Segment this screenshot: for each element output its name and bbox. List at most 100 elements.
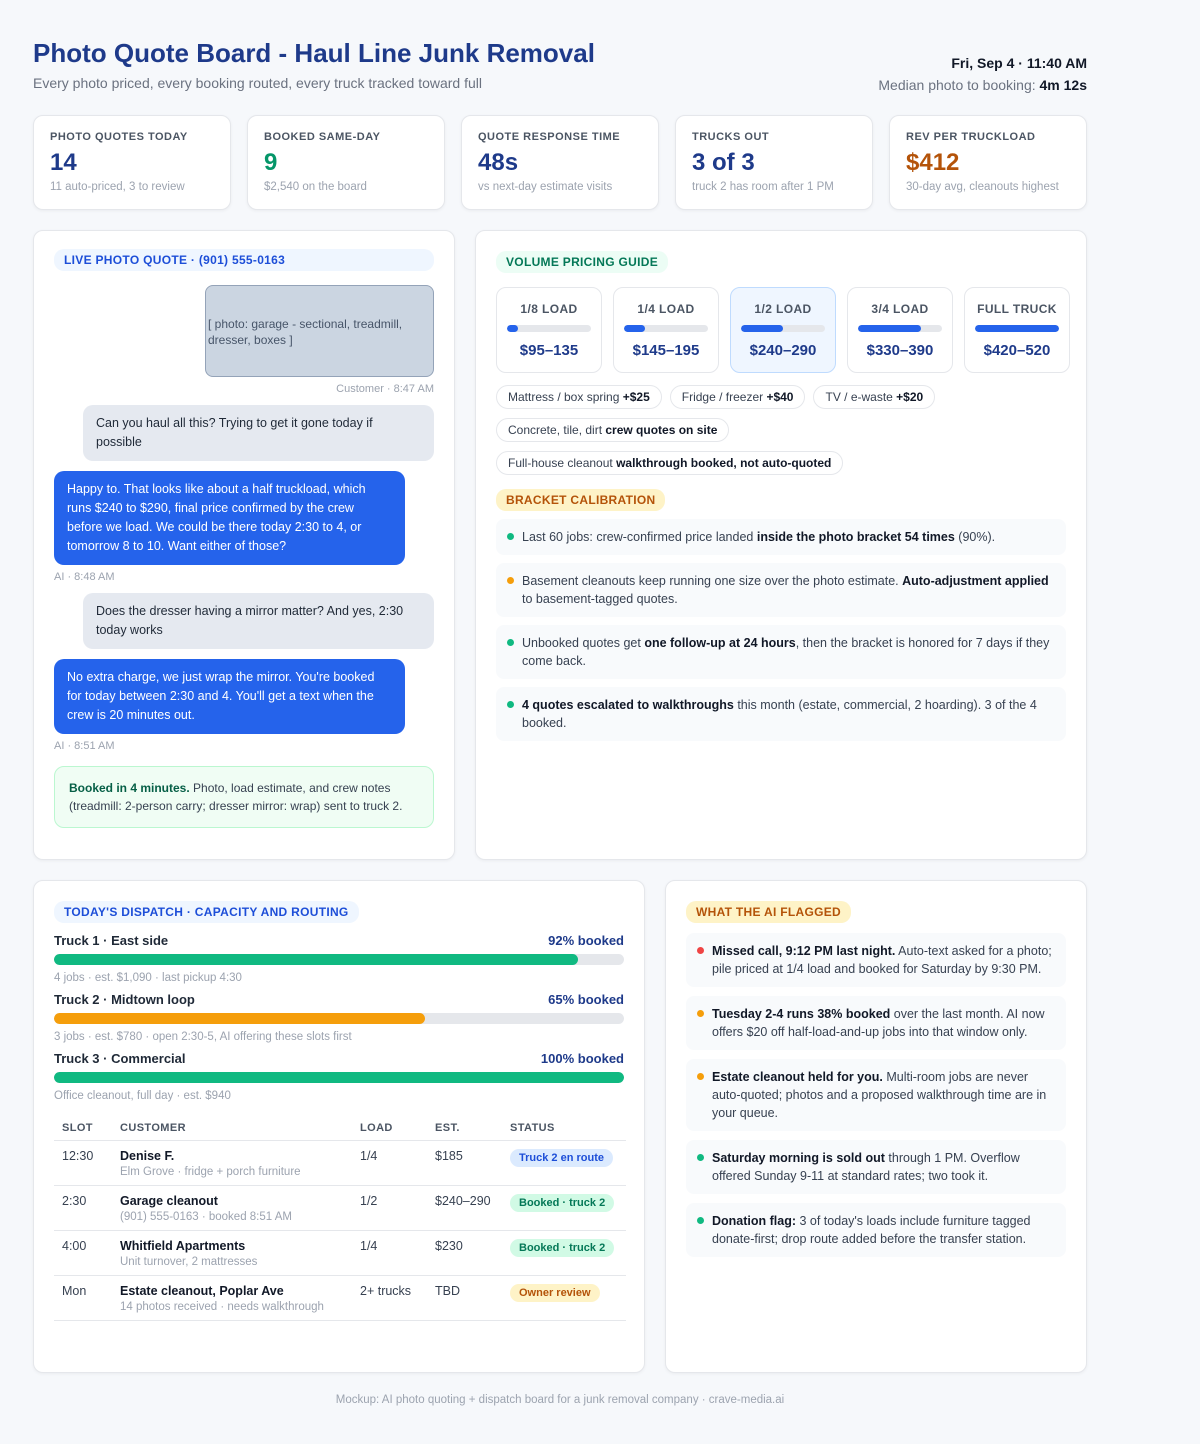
message-meta: AI · 8:51 AM — [54, 740, 115, 752]
table-header: SLOT CUSTOMER LOAD EST. STATUS — [54, 1116, 626, 1141]
chat-tag: LIVE PHOTO QUOTE · (901) 555-0163 — [54, 249, 434, 271]
flag-item: Tuesday 2-4 runs 38% booked over the las… — [686, 996, 1066, 1050]
load-price: $145–195 — [632, 342, 700, 359]
estimate-cell: TBD — [427, 1275, 502, 1321]
bold-text: one follow-up at 24 hours — [644, 636, 796, 650]
customer-cell: Garage cleanout (901) 555-0163 · booked 8… — [112, 1185, 352, 1231]
status-dot — [697, 947, 704, 954]
text: 3 of today's loads include furniture tag… — [712, 1214, 1031, 1246]
load-price: $420–520 — [983, 342, 1051, 359]
table-row: Mon Estate cleanout, Poplar Ave 14 photos … — [54, 1275, 626, 1321]
text: Mattress / box spring — [508, 390, 623, 404]
bold-text: Donation flag: — [712, 1214, 797, 1228]
pricing-panel: VOLUME PRICING GUIDE 1/8 LOAD $95–135 1/4 … — [475, 230, 1087, 860]
ai-message: Happy to. That looks like about a half t… — [54, 471, 405, 565]
customer-message: Does the dresser having a mirror matter?… — [83, 593, 434, 649]
load-label: FULL TRUCK — [977, 302, 1057, 316]
bold-text: Estate cleanout held for you. — [712, 1070, 883, 1084]
truck-head: Truck 1 · East side 92% booked — [54, 933, 624, 948]
text: Photo, load estimate, and crew notes (tr… — [69, 781, 403, 813]
bold-text: +$40 — [766, 390, 794, 404]
text: (90%). — [954, 530, 996, 544]
bold-text: Booked in 4 minutes. — [69, 781, 190, 795]
bold-text: crew quotes on site — [605, 423, 718, 437]
customer-name: Garage cleanout — [120, 1194, 218, 1208]
calibration-item: Unbooked quotes get one follow-up at 24 … — [496, 625, 1066, 679]
kpi-note: vs next-day estimate visits — [478, 181, 613, 193]
load-label: 3/4 LOAD — [871, 302, 929, 316]
kpi-label: REV PER TRUCKLOAD — [906, 131, 1036, 143]
datetime: Fri, Sep 4 · 11:40 AM — [951, 55, 1087, 71]
chat-panel: LIVE PHOTO QUOTE · (901) 555-0163 [ phot… — [33, 230, 455, 860]
kpi-card: REV PER TRUCKLOAD $412 30-day avg, cleanou… — [889, 115, 1087, 210]
page-subtitle: Every photo priced, every booking routed… — [33, 75, 482, 91]
kpi-note: $2,540 on the board — [264, 181, 367, 193]
customer-name: Estate cleanout, Poplar Ave — [120, 1284, 284, 1298]
kpi-label: QUOTE RESPONSE TIME — [478, 131, 621, 143]
footer: Mockup: AI photo quoting + dispatch boar… — [335, 1394, 785, 1406]
load-fill — [858, 325, 921, 332]
customer-detail: Unit turnover, 2 mattresses — [120, 1256, 258, 1268]
load-card: 1/2 LOAD $240–290 — [730, 287, 836, 373]
bold-text: Missed call, 9:12 PM last night. — [712, 944, 896, 958]
customer-cell: Whitfield Apartments Unit turnover, 2 mat… — [112, 1230, 352, 1276]
text: Unbooked quotes get — [522, 636, 645, 650]
dispatch-table: SLOT CUSTOMER LOAD EST. STATUS 12:30 Denise F.… — [54, 1116, 626, 1321]
message-meta: Customer · 8:47 AM — [336, 383, 434, 395]
table-row: 12:30 Denise F. Elm Grove · fridge + porch… — [54, 1140, 626, 1186]
page-title: Photo Quote Board - Haul Line Junk Remov… — [33, 38, 595, 68]
flags-panel: WHAT THE AI FLAGGED Missed call, 9:12 PM… — [665, 880, 1087, 1373]
status-cell: Truck 2 en route — [502, 1140, 626, 1186]
load-price: $330–390 — [866, 342, 934, 359]
status-cell: Booked · truck 2 — [502, 1185, 626, 1231]
text: Full-house cleanout — [508, 456, 617, 470]
status-dot — [697, 1073, 704, 1080]
status-dot — [507, 701, 514, 708]
column-header: SLOT — [54, 1116, 112, 1141]
text: , then the bracket is honored for 7 days… — [522, 636, 1050, 668]
text: Concrete, tile, dirt — [508, 423, 606, 437]
load-cell: 1/4 — [352, 1230, 427, 1276]
load-price: $95–135 — [519, 342, 579, 359]
status-pill: Owner review — [510, 1284, 600, 1302]
column-header: LOAD — [352, 1116, 427, 1141]
status-cell: Owner review — [502, 1275, 626, 1321]
kpi-card: BOOKED SAME-DAY 9 $2,540 on the board — [247, 115, 445, 210]
pricing-tag: VOLUME PRICING GUIDE — [496, 251, 669, 273]
truck-bar — [54, 954, 624, 965]
load-card: 3/4 LOAD $330–390 — [847, 287, 953, 373]
load-fill — [975, 325, 1059, 332]
text: over the last month. AI now offers $20 o… — [712, 1007, 1045, 1039]
bold-text: Tuesday 2-4 runs 38% booked — [712, 1007, 891, 1021]
ai-message: No extra charge, we just wrap the mirror… — [54, 659, 405, 734]
text: Basement cleanouts keep running one size… — [522, 574, 903, 588]
table-row: 4:00 Whitfield Apartments Unit turnover, 2… — [54, 1230, 626, 1276]
kpi-value: $412 — [906, 149, 960, 176]
slot-cell: 2:30 — [54, 1185, 112, 1231]
estimate-cell: $185 — [427, 1140, 502, 1186]
kpi-value: 48s — [478, 149, 519, 176]
status-dot — [507, 533, 514, 540]
photo-placeholder: [ photo: garage - sectional, treadmill, … — [205, 285, 434, 377]
load-cell: 2+ trucks — [352, 1275, 427, 1321]
truck-name: Truck 1 · East side — [54, 933, 169, 948]
truck: Truck 3 · Commercial 100% booked Office cl… — [54, 1051, 624, 1102]
status-dot — [697, 1217, 704, 1224]
addon-list: Mattress / box spring +$25 Fridge / freez… — [496, 385, 1076, 475]
flags-tag: WHAT THE AI FLAGGED — [686, 901, 852, 923]
bold-text: 4 quotes escalated to walkthroughs — [522, 698, 734, 712]
kpi-label: BOOKED SAME-DAY — [264, 131, 381, 143]
kpi-card: QUOTE RESPONSE TIME 48s vs next-day estima… — [461, 115, 659, 210]
truck-booked: 100% booked — [540, 1051, 624, 1066]
text: Auto-text asked for a photo; pile priced… — [712, 944, 1052, 976]
truck-booked: 65% booked — [548, 992, 624, 1007]
flag-item: Missed call, 9:12 PM last night. Auto-te… — [686, 933, 1066, 987]
customer-name: Whitfield Apartments — [120, 1239, 246, 1253]
truck: Truck 1 · East side 92% booked 4 jobs · es… — [54, 933, 624, 984]
truck-name: Truck 2 · Midtown loop — [54, 992, 195, 1007]
truck: Truck 2 · Midtown loop 65% booked 3 jobs ·… — [54, 992, 624, 1043]
load-card: 1/8 LOAD $95–135 — [496, 287, 602, 373]
truck-fill — [54, 1072, 624, 1083]
